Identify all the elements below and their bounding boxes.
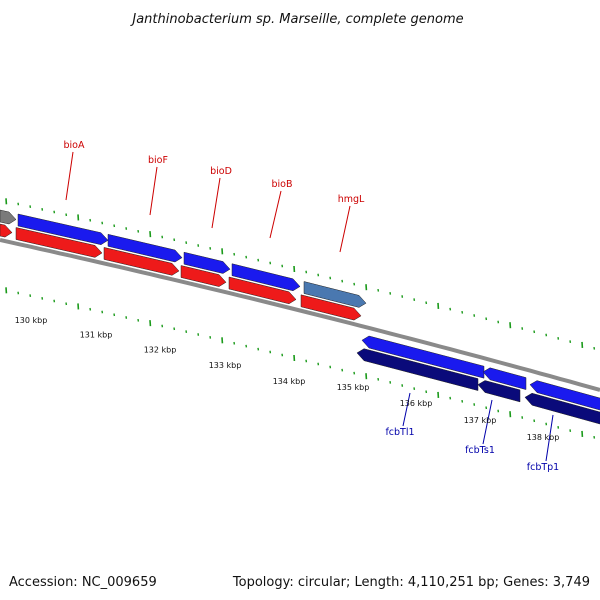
forward-gene-arrow <box>231 263 301 292</box>
kbp-scale-labels: 130 kbp 131 kbp 132 kbp 133 kbp 134 kbp 135 k… <box>15 316 560 442</box>
forward-gene-label: bioD <box>210 166 232 177</box>
kbp-tick-marks <box>5 198 596 439</box>
reverse-gene-arrow <box>524 392 600 425</box>
gene-features <box>0 209 600 425</box>
forward-gene-arrow <box>0 223 13 238</box>
forward-gene-arrow <box>303 281 367 308</box>
kbp-scale-label: 137 kbp <box>464 416 497 425</box>
reverse-gene-label: fcbTp1 <box>527 462 559 473</box>
kbp-scale-label: 133 kbp <box>209 361 242 370</box>
forward-label-leader <box>149 166 158 216</box>
genome-summary-text: Topology: circular; Length: 4,110,251 bp… <box>232 575 590 590</box>
reverse-label-leader <box>402 392 411 427</box>
kbp-scale-label: 136 kbp <box>400 399 433 408</box>
forward-gene-arrow <box>107 233 183 263</box>
kbp-scale-label: 130 kbp <box>15 316 48 325</box>
forward-gene-arrow <box>183 251 231 274</box>
forward-gene-label: bioA <box>64 140 85 151</box>
forward-gene-label: bioF <box>148 155 168 166</box>
reverse-gene-arrow <box>529 380 600 411</box>
kbp-scale-label: 138 kbp <box>527 433 560 442</box>
kbp-scale-label: 134 kbp <box>273 377 306 386</box>
reverse-label-leader <box>545 414 554 462</box>
genome-backbone <box>0 238 600 392</box>
forward-gene-label: hmgL <box>338 194 365 205</box>
accession-text: Accession: NC_009659 <box>9 575 157 590</box>
reverse-gene-arrow <box>482 367 527 390</box>
forward-gene-arrow <box>180 265 227 287</box>
reverse-label-leader <box>482 399 493 445</box>
forward-gene-arrow <box>17 213 109 245</box>
reverse-gene-arrow <box>477 380 521 403</box>
forward-gene-arrow <box>300 294 362 321</box>
map-title: Janthinobacterium sp. Marseille, complet… <box>129 12 463 27</box>
forward-label-leader <box>339 205 351 253</box>
forward-label-leader <box>211 177 221 229</box>
forward-gene-arrow <box>0 209 17 225</box>
forward-label-leader <box>269 190 282 239</box>
backbone-line <box>0 238 600 392</box>
forward-gene-label: bioB <box>272 179 293 190</box>
gene-labels: bioA bioF bioD bioB hmgL fcbTl1 fcbTs1 fcbTp1 <box>64 140 560 473</box>
reverse-gene-label: fcbTl1 <box>385 427 414 438</box>
forward-label-leader <box>65 151 74 201</box>
forward-gene-arrow <box>103 247 180 276</box>
reverse-gene-label: fcbTs1 <box>465 445 495 456</box>
kbp-scale-label: 132 kbp <box>144 345 177 354</box>
kbp-scale-label: 135 kbp <box>337 383 370 392</box>
forward-gene-arrow <box>228 276 297 305</box>
forward-gene-arrow <box>15 227 103 258</box>
kbp-scale-label: 131 kbp <box>80 331 113 340</box>
